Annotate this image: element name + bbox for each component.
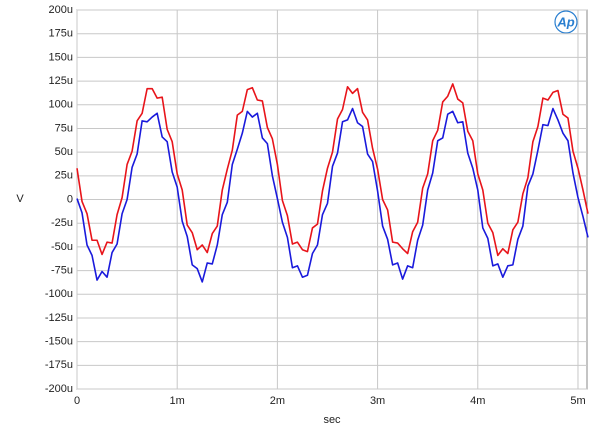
logo: Ap <box>556 14 574 29</box>
y-tick-label: -100u <box>45 288 73 300</box>
y-tick-label: -175u <box>45 359 73 371</box>
y-tick-label: 100u <box>49 99 73 111</box>
x-tick-label: 1m <box>170 395 185 407</box>
y-tick-label: 175u <box>49 28 73 40</box>
x-tick-label: 0 <box>74 395 80 407</box>
y-tick-label: -50u <box>51 241 73 253</box>
y-tick-label: 75u <box>55 122 73 134</box>
series-line <box>76 107 589 283</box>
y-tick-label: 125u <box>49 75 73 87</box>
x-tick-label: 2m <box>270 395 285 407</box>
y-tick-label: -150u <box>45 336 73 348</box>
x-tick-label: 4m <box>470 395 485 407</box>
logo-ring <box>554 10 578 34</box>
series-line <box>76 83 589 257</box>
y-tick-label: -125u <box>45 312 73 324</box>
y-axis-label: V <box>16 193 24 205</box>
y-tick-label: 25u <box>55 170 73 182</box>
y-tick-label: -200u <box>45 383 73 395</box>
x-axis-label: sec <box>323 414 341 426</box>
y-tick-label: 200u <box>49 4 73 16</box>
x-tick-label: 5m <box>570 395 585 407</box>
y-tick-label: 150u <box>49 51 73 63</box>
y-tick-label: 50u <box>55 146 73 158</box>
y-tick-label: -75u <box>51 264 73 276</box>
y-tick-label: -25u <box>51 217 73 229</box>
x-tick-label: 3m <box>370 395 385 407</box>
y-tick-label: 0 <box>67 193 73 205</box>
